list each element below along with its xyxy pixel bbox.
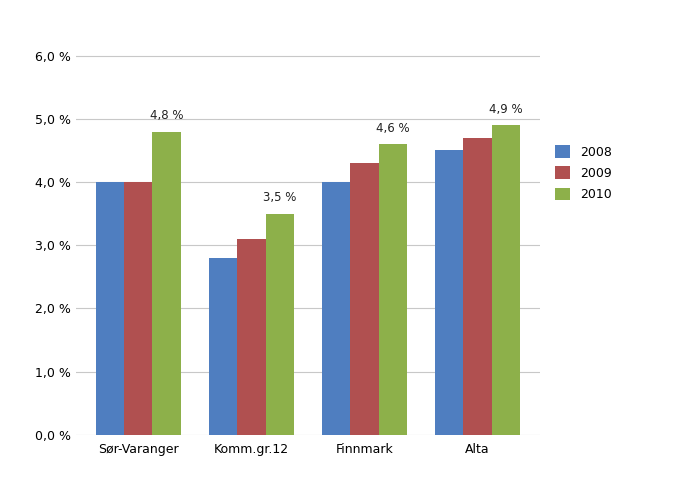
- Text: 4,6 %: 4,6 %: [376, 122, 410, 135]
- Bar: [237, 239, 266, 435]
- Text: 3,5 %: 3,5 %: [263, 191, 296, 204]
- Bar: [209, 258, 237, 435]
- Bar: [492, 125, 520, 435]
- Bar: [152, 131, 181, 435]
- Bar: [266, 213, 294, 435]
- Text: 4,8 %: 4,8 %: [150, 109, 183, 122]
- Bar: [124, 182, 152, 435]
- Text: 4,9 %: 4,9 %: [489, 103, 522, 116]
- Bar: [350, 163, 379, 435]
- Bar: [379, 144, 407, 435]
- Legend: 2008, 2009, 2010: 2008, 2009, 2010: [555, 145, 612, 201]
- Bar: [464, 138, 492, 435]
- Bar: [322, 182, 350, 435]
- Bar: [435, 151, 464, 435]
- Bar: [96, 182, 124, 435]
